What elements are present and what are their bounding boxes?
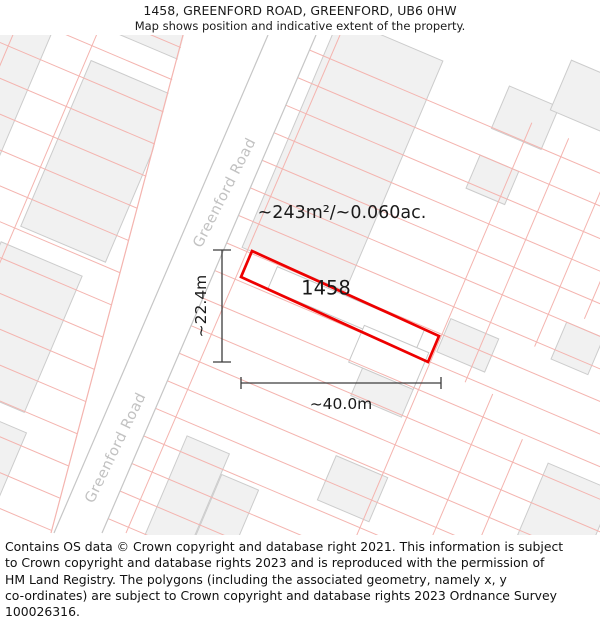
property-boundary-polygon — [239, 249, 441, 364]
height-dimension-line — [213, 249, 231, 363]
copyright-notice: Contains OS data © Crown copyright and d… — [5, 539, 595, 620]
copyright-line: HM Land Registry. The polygons (includin… — [5, 571, 507, 587]
width-dimension-line — [240, 377, 442, 389]
copyright-line: Contains OS data © Crown copyright and d… — [5, 539, 564, 554]
map-canvas: Greenford Road Greenford Road ~243m²/~0.… — [0, 0, 600, 560]
plot-number-label: 1458 — [301, 277, 351, 300]
width-dimension-label: ~40.0m — [310, 395, 373, 413]
property-address-title: 1458, GREENFORD ROAD, GREENFORD, UB6 0HW — [143, 3, 457, 18]
copyright-line: 100026316. — [5, 604, 80, 620]
road-west-edge — [53, 34, 269, 534]
copyright-line: to Crown copyright and database rights 2… — [5, 555, 545, 571]
height-dimension-label: ~22.4m — [192, 275, 210, 338]
property-map: Greenford Road Greenford Road ~243m²/~0.… — [0, 0, 600, 560]
east-road-boundary-line — [125, 34, 341, 534]
road-east-edge — [101, 34, 317, 534]
map-title-block: 1458, GREENFORD ROAD, GREENFORD, UB6 0HW… — [0, 2, 600, 34]
road-surface — [54, 35, 316, 533]
area-label: ~243m²/~0.060ac. — [258, 203, 427, 223]
copyright-line: co-ordinates) are subject to Crown copyr… — [5, 587, 557, 603]
west-road-boundary-line — [50, 34, 184, 534]
map-subtitle: Map shows position and indicative extent… — [134, 19, 466, 33]
